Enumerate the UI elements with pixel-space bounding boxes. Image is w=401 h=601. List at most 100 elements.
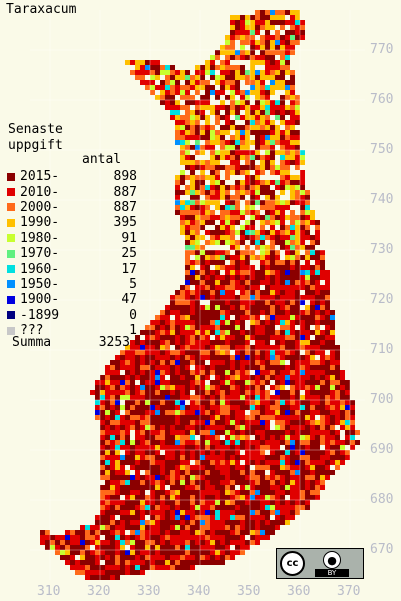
grid-cell bbox=[250, 195, 255, 200]
grid-cell bbox=[190, 555, 195, 560]
grid-cell bbox=[260, 535, 265, 540]
grid-cell bbox=[275, 370, 280, 375]
by-label: BY bbox=[315, 569, 349, 577]
grid-cell bbox=[275, 260, 280, 265]
grid-cell bbox=[150, 530, 155, 535]
grid-cell bbox=[140, 435, 145, 440]
grid-cell bbox=[150, 425, 155, 430]
grid-cell bbox=[315, 390, 320, 395]
grid-cell bbox=[300, 265, 305, 270]
grid-cell bbox=[260, 185, 265, 190]
grid-cell bbox=[320, 405, 325, 410]
grid-cell bbox=[135, 560, 140, 565]
grid-cell bbox=[145, 345, 150, 350]
legend-swatch bbox=[7, 234, 15, 243]
grid-cell bbox=[220, 390, 225, 395]
grid-cell bbox=[260, 450, 265, 455]
grid-cell bbox=[225, 380, 230, 385]
grid-cell bbox=[185, 560, 190, 565]
license-badge[interactable]: cc ● BY bbox=[276, 548, 364, 579]
grid-cell bbox=[195, 200, 200, 205]
grid-cell bbox=[250, 70, 255, 75]
grid-cell bbox=[270, 355, 275, 360]
grid-cell bbox=[135, 350, 140, 355]
grid-cell bbox=[235, 305, 240, 310]
grid-cell bbox=[195, 75, 200, 80]
grid-cell bbox=[260, 320, 265, 325]
grid-cell bbox=[235, 295, 240, 300]
grid-cell bbox=[260, 125, 265, 130]
grid-cell bbox=[245, 235, 250, 240]
grid-cell bbox=[185, 530, 190, 535]
grid-cell bbox=[290, 285, 295, 290]
grid-cell bbox=[195, 285, 200, 290]
grid-cell bbox=[200, 325, 205, 330]
grid-cell bbox=[180, 345, 185, 350]
grid-cell bbox=[255, 325, 260, 330]
grid-cell bbox=[100, 435, 105, 440]
grid-cell bbox=[145, 565, 150, 570]
grid-cell bbox=[210, 155, 215, 160]
grid-cell bbox=[200, 440, 205, 445]
grid-cell bbox=[150, 485, 155, 490]
grid-cell bbox=[300, 365, 305, 370]
grid-cell bbox=[320, 440, 325, 445]
grid-cell bbox=[250, 375, 255, 380]
grid-cell bbox=[305, 445, 310, 450]
grid-cell bbox=[175, 290, 180, 295]
grid-cell bbox=[230, 370, 235, 375]
grid-cell bbox=[275, 75, 280, 80]
grid-cell bbox=[165, 475, 170, 480]
grid-cell bbox=[210, 475, 215, 480]
grid-cell bbox=[295, 40, 300, 45]
grid-cell bbox=[190, 565, 195, 570]
grid-cell bbox=[140, 350, 145, 355]
grid-cell bbox=[215, 365, 220, 370]
grid-cell bbox=[280, 100, 285, 105]
grid-cell bbox=[170, 415, 175, 420]
grid-cell bbox=[140, 540, 145, 545]
grid-cell bbox=[235, 80, 240, 85]
grid-cell bbox=[270, 325, 275, 330]
grid-cell bbox=[235, 75, 240, 80]
grid-cell bbox=[115, 545, 120, 550]
grid-cell bbox=[220, 105, 225, 110]
grid-cell bbox=[195, 205, 200, 210]
grid-cell bbox=[255, 190, 260, 195]
grid-cell bbox=[175, 510, 180, 515]
grid-cell bbox=[265, 395, 270, 400]
grid-cell bbox=[175, 455, 180, 460]
grid-cell bbox=[195, 390, 200, 395]
grid-cell bbox=[300, 400, 305, 405]
grid-cell bbox=[105, 405, 110, 410]
grid-cell bbox=[160, 420, 165, 425]
grid-cell bbox=[290, 440, 295, 445]
grid-cell bbox=[125, 460, 130, 465]
grid-cell bbox=[245, 365, 250, 370]
grid-cell bbox=[195, 450, 200, 455]
grid-cell bbox=[140, 520, 145, 525]
grid-cell bbox=[260, 480, 265, 485]
grid-cell bbox=[305, 420, 310, 425]
grid-cell bbox=[235, 520, 240, 525]
grid-cell bbox=[325, 345, 330, 350]
grid-cell bbox=[135, 390, 140, 395]
grid-cell bbox=[220, 555, 225, 560]
grid-cell bbox=[105, 450, 110, 455]
grid-cell bbox=[270, 475, 275, 480]
grid-cell bbox=[340, 450, 345, 455]
grid-cell bbox=[140, 410, 145, 415]
grid-cell bbox=[175, 435, 180, 440]
grid-cell bbox=[145, 60, 150, 65]
grid-cell bbox=[250, 190, 255, 195]
grid-cell bbox=[230, 305, 235, 310]
grid-cell bbox=[175, 450, 180, 455]
grid-cell bbox=[280, 275, 285, 280]
grid-cell bbox=[280, 60, 285, 65]
legend-row: 1980- 91 bbox=[7, 231, 137, 246]
grid-cell bbox=[170, 405, 175, 410]
grid-cell bbox=[270, 295, 275, 300]
grid-cell bbox=[180, 485, 185, 490]
grid-cell bbox=[175, 415, 180, 420]
grid-cell bbox=[210, 200, 215, 205]
